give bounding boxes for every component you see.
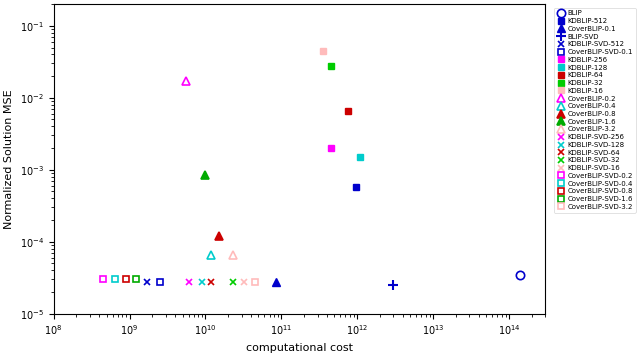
X-axis label: computational cost: computational cost xyxy=(246,343,353,353)
Y-axis label: Normalized Solution MSE: Normalized Solution MSE xyxy=(4,89,14,229)
Legend: BLIP, KDBLIP-512, CoverBLIP-0.1, BLIP-SVD, KDBLIP-SVD-512, CoverBLIP-SVD-0.1, KD: BLIP, KDBLIP-512, CoverBLIP-0.1, BLIP-SV… xyxy=(554,7,636,213)
